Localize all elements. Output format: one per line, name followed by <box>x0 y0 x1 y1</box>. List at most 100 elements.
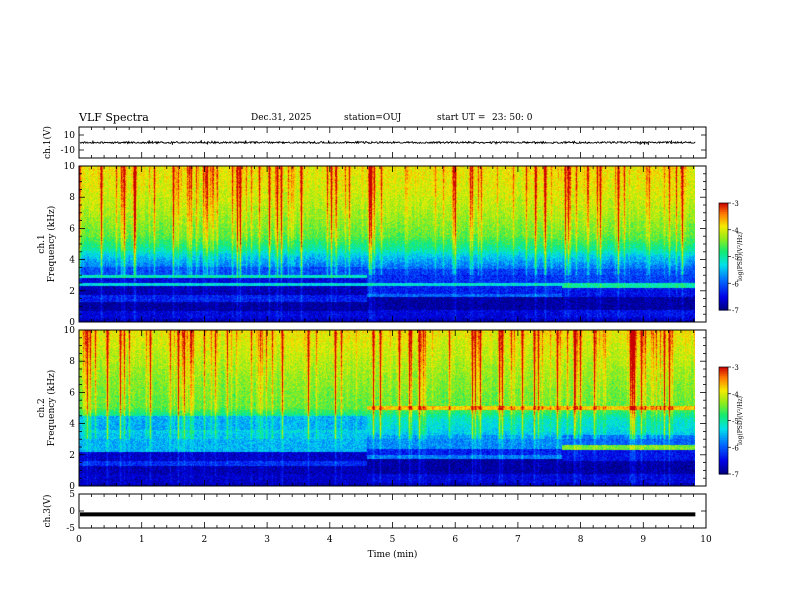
colorbar-swatch <box>719 393 728 397</box>
colorbar-swatch <box>719 432 728 436</box>
colorbar-swatch <box>719 406 728 409</box>
y-tick-label: 4 <box>69 420 75 430</box>
colorbar-swatch <box>719 265 728 268</box>
colorbar-swatch <box>719 279 728 283</box>
colorbar-swatch <box>719 286 728 290</box>
colorbar-swatch <box>719 268 728 272</box>
colorbar-swatch <box>719 461 728 464</box>
x-tick-label: 0 <box>76 535 82 545</box>
y-axis-label: ch.1(V) <box>42 126 53 159</box>
colorbar-swatch <box>719 456 728 459</box>
y-tick-label: -10 <box>61 146 76 156</box>
colorbar-swatch <box>719 472 728 475</box>
figure-title: VLF Spectra <box>79 111 149 124</box>
colorbar-swatch <box>719 431 728 434</box>
waveform-panel-1: 10 -10 ch.1(V) <box>42 126 707 159</box>
colorbar-swatch <box>719 454 728 457</box>
y-axis-label-frequency: Frequency (kHz) <box>46 206 57 283</box>
colorbar-swatch <box>719 295 728 299</box>
colorbar-swatch <box>719 459 728 463</box>
colorbar-swatch <box>719 413 728 416</box>
colorbar-swatch <box>719 252 728 256</box>
spectrogram-image <box>79 330 695 486</box>
colorbar-tick-label: -7 <box>732 471 739 479</box>
colorbar-swatch <box>719 416 728 420</box>
x-axis-label: Time (min) <box>368 549 418 560</box>
colorbar: -3 -4 -5 -6 -7 log(PSD)(V²/Hz) <box>718 200 744 315</box>
colorbar-swatch <box>719 261 728 265</box>
date-label: Dec.31, 2025 <box>251 113 312 123</box>
colorbar-label: log(PSD)(V²/Hz) <box>737 396 744 445</box>
colorbar-tick-label: -6 <box>732 444 739 452</box>
colorbar-swatch <box>719 217 728 220</box>
colorbar-swatch <box>719 400 728 404</box>
colorbar-swatch <box>719 281 728 284</box>
colorbar-swatch <box>719 219 728 222</box>
colorbar-swatch <box>719 441 728 445</box>
start-time-value: 23: 50: 0 <box>492 113 533 123</box>
colorbar-swatch <box>719 368 728 372</box>
spectrogram-panel-1: 0 2 4 6 8 10 ch.1 Frequency (kHz) -3 -4 -5 -6 -7 log(… <box>37 162 744 328</box>
colorbar-swatch <box>719 215 728 218</box>
colorbar-swatch <box>719 429 728 432</box>
colorbar-tick-label: -5 <box>732 254 739 262</box>
colorbar-swatch <box>719 402 728 406</box>
colorbar-swatch <box>719 440 728 443</box>
colorbar-swatch <box>719 256 728 259</box>
x-tick-label: 4 <box>327 535 333 545</box>
y-tick-label: 6 <box>69 388 75 398</box>
colorbar-label: log(PSD)(V²/Hz) <box>737 232 744 281</box>
colorbar-swatch <box>719 226 728 229</box>
colorbar-swatch <box>719 297 728 300</box>
colorbar: -3 -4 -5 -6 -7 log(PSD)(V²/Hz) <box>718 364 744 479</box>
colorbar-swatch <box>719 422 728 425</box>
colorbar-swatch <box>719 370 728 373</box>
colorbar-swatch <box>719 434 728 438</box>
colorbar-swatch <box>719 210 728 213</box>
y-tick-label: 4 <box>69 256 75 266</box>
y-tick-label: 2 <box>69 451 75 461</box>
colorbar-swatch <box>719 302 728 306</box>
waveform-trace <box>79 140 696 145</box>
colorbar-swatch <box>719 377 728 381</box>
colorbar-swatch <box>719 249 728 252</box>
colorbar-swatch <box>719 274 728 277</box>
colorbar-swatch <box>719 447 728 450</box>
colorbar-swatch <box>719 411 728 414</box>
colorbar-swatch <box>719 399 728 402</box>
y-axis-label-channel: ch.2 <box>37 398 47 417</box>
colorbar-swatch <box>719 240 728 243</box>
colorbar-swatch <box>719 229 728 233</box>
y-axis-label: ch.3(V) <box>42 495 53 528</box>
colorbar-swatch <box>719 258 728 261</box>
x-tick-label: 1 <box>139 535 145 545</box>
colorbar-swatch <box>719 301 728 304</box>
colorbar-swatch <box>719 267 728 270</box>
colorbar-swatch <box>719 304 728 308</box>
colorbar-swatch <box>719 418 728 422</box>
colorbar-swatch <box>719 242 728 245</box>
y-tick-label: 10 <box>64 131 76 141</box>
y-tick-label: 0 <box>69 482 75 492</box>
x-tick-label: 8 <box>578 535 584 545</box>
colorbar-swatch <box>719 367 728 370</box>
colorbar-swatch <box>719 211 728 215</box>
colorbar-swatch <box>719 306 728 309</box>
x-tick-label: 3 <box>264 535 270 545</box>
colorbar-swatch <box>719 427 728 431</box>
colorbar-swatch <box>719 449 728 452</box>
colorbar-swatch <box>719 415 728 418</box>
colorbar-swatch <box>719 245 728 249</box>
colorbar-swatch <box>719 409 728 413</box>
colorbar-tick-label: -5 <box>732 418 739 426</box>
colorbar-swatch <box>719 277 728 281</box>
colorbar-swatch <box>719 308 728 311</box>
colorbar-swatch <box>719 388 728 391</box>
y-tick-label: 0 <box>69 507 75 517</box>
colorbar-swatch <box>719 285 728 288</box>
y-tick-label: 5 <box>69 490 75 500</box>
colorbar-swatch <box>719 236 728 240</box>
colorbar-tick-label: -3 <box>732 364 739 372</box>
colorbar-swatch <box>719 391 728 395</box>
